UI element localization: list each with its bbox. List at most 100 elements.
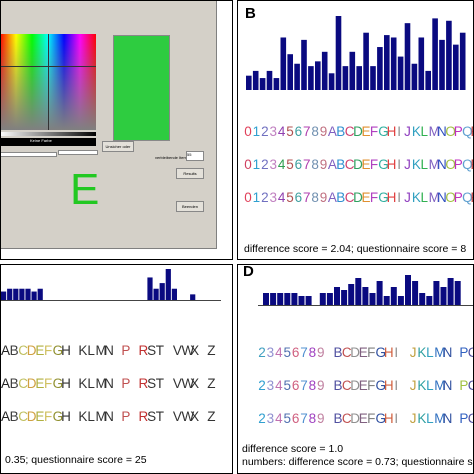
bar (284, 293, 291, 305)
character: H (386, 157, 397, 172)
character: I (397, 124, 402, 139)
character (401, 345, 409, 360)
no-color-bar[interactable] (1, 138, 96, 146)
character: 8 (308, 411, 317, 426)
score-text: 0.35; questionnaire score = 25 (5, 454, 147, 466)
character: Q (462, 157, 473, 172)
bar (412, 281, 419, 305)
bar (418, 37, 425, 90)
character: S (147, 376, 157, 391)
bar (335, 16, 342, 90)
bar (287, 54, 293, 90)
bar (411, 63, 418, 90)
character (325, 411, 333, 426)
bar-chart-b (246, 16, 466, 91)
character: Z (207, 343, 216, 358)
bar (277, 293, 284, 305)
character: T (155, 343, 165, 358)
character: L (420, 157, 429, 172)
bar (355, 278, 362, 305)
character (130, 376, 139, 391)
character: R (138, 376, 149, 391)
character: X (190, 343, 200, 358)
remaining-items-field[interactable]: 55 (186, 151, 204, 161)
character: D (353, 157, 364, 172)
character: C (344, 190, 355, 205)
bar (13, 288, 19, 300)
unsure-button[interactable]: Unsicher oder (102, 141, 134, 152)
character: 2 (258, 411, 267, 426)
character: 4 (275, 411, 283, 426)
bar (252, 70, 259, 90)
character: 8 (308, 378, 317, 393)
crosshair-vertical (48, 34, 49, 130)
character: H (383, 411, 394, 426)
character: D (350, 411, 361, 426)
character: K (411, 157, 422, 172)
crosshair-horizontal (1, 66, 96, 67)
panel-label: D (243, 264, 254, 280)
selected-color-swatch (113, 35, 170, 141)
character: 8 (311, 157, 320, 172)
slider-track-2[interactable] (58, 150, 98, 155)
character: I (397, 190, 402, 205)
character: F (369, 190, 379, 205)
character: C (344, 157, 355, 172)
character: J (404, 124, 412, 139)
bar (328, 73, 335, 90)
character (199, 343, 208, 358)
character: 6 (294, 190, 303, 205)
character: F (43, 409, 53, 424)
bar (319, 293, 326, 305)
character: L (426, 411, 434, 426)
bar (280, 37, 287, 90)
bar (147, 277, 153, 300)
character: B (336, 124, 346, 139)
character: N (104, 376, 115, 391)
character (70, 376, 79, 391)
bar (171, 288, 177, 300)
character: K (417, 411, 427, 426)
bar (298, 296, 305, 305)
brightness-bar[interactable] (1, 132, 96, 136)
panel-d: D 23456789 BCDEFGHI JKLMN PC23456789 BCD… (237, 264, 474, 474)
character: L (426, 378, 434, 393)
character: 9 (319, 124, 328, 139)
character: B (9, 343, 19, 358)
finish-button[interactable]: Beenden (176, 201, 204, 212)
bar (432, 18, 438, 90)
character: G (378, 190, 390, 205)
slider-track[interactable] (1, 152, 57, 157)
character: G (52, 409, 64, 424)
character: B (9, 376, 19, 391)
character: D (353, 124, 364, 139)
character: 5 (283, 345, 292, 360)
character: Z (207, 409, 216, 424)
character: K (78, 343, 88, 358)
character: E (358, 378, 368, 393)
bar (459, 32, 466, 90)
bar (390, 287, 397, 305)
character: M (95, 376, 108, 391)
character: 7 (300, 378, 309, 393)
character: G (52, 376, 64, 391)
bar (376, 281, 383, 305)
character: K (78, 409, 88, 424)
character: C (18, 409, 29, 424)
character: 5 (286, 124, 295, 139)
character: A (327, 190, 338, 205)
bar (246, 75, 252, 90)
bar (37, 288, 43, 300)
results-button[interactable]: Results (176, 168, 204, 179)
character: C (468, 411, 473, 426)
panel-b: B 0123456789ABCDEFGHIJKLMNOPQR0123456789… (237, 0, 474, 260)
character: P (453, 190, 464, 205)
character: 0 (244, 124, 253, 139)
character (401, 411, 409, 426)
character: P (121, 376, 131, 391)
character: F (367, 378, 376, 393)
character: D (350, 378, 361, 393)
no-color-label: Keine Farbe (30, 138, 52, 143)
character: P (459, 411, 469, 426)
character: B (336, 190, 346, 205)
